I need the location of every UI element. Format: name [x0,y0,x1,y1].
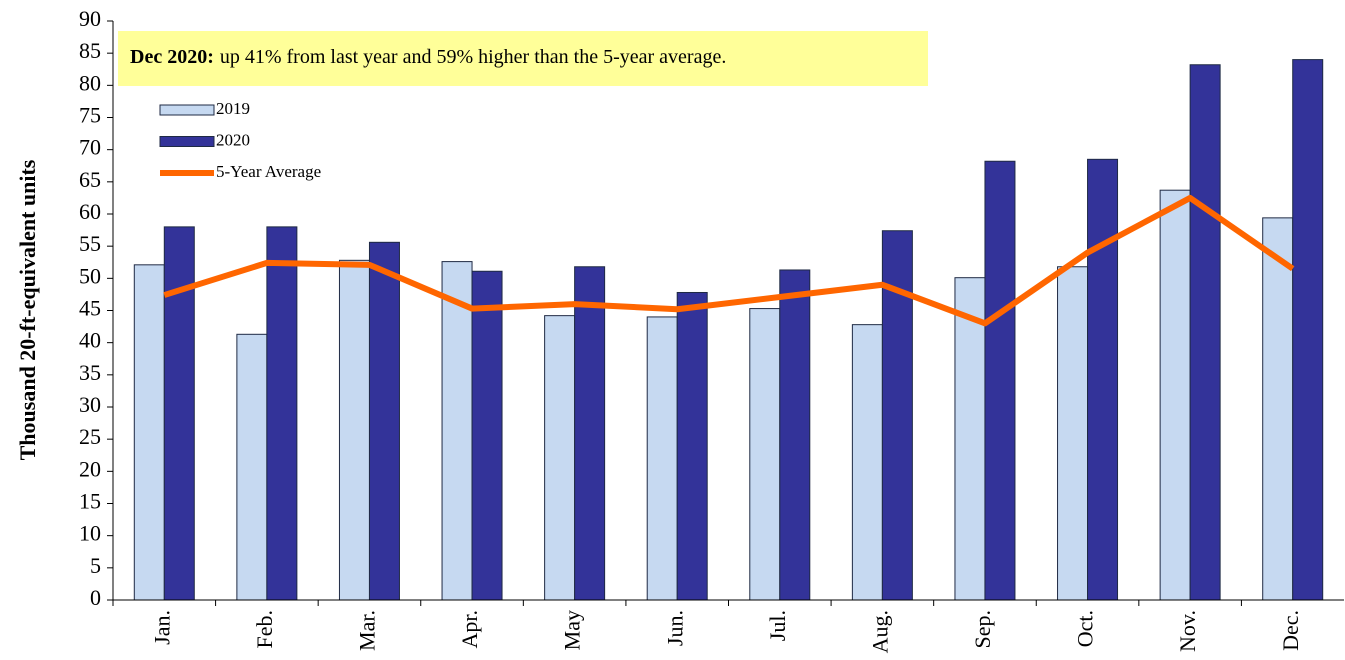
bar [954,277,986,601]
x-tick-label: Jan. [149,610,174,645]
bar [471,270,503,601]
x-tick-label: Sep. [970,610,995,649]
x-tick-label: Jun. [662,610,687,646]
bar [236,333,268,601]
y-tick-label: 15 [79,489,101,514]
annotation-text: up 41% from last year and 59% higher tha… [220,46,726,68]
x-tick-label: Nov. [1175,610,1200,652]
legend-swatch [159,104,215,116]
y-tick-label: 55 [79,231,101,256]
bar [266,226,298,601]
legend-label: 2019 [216,99,250,118]
bar [646,316,678,601]
y-tick-label: 0 [90,585,101,610]
legend-swatch [159,136,215,147]
y-tick-label: 25 [79,424,101,449]
bar [1087,158,1119,601]
y-tick-label: 75 [79,103,101,128]
y-tick-label: 80 [79,70,101,95]
y-tick-label: 35 [79,360,101,385]
bar [574,266,606,601]
y-tick-label: 45 [79,296,101,321]
bar [1292,59,1324,601]
x-tick-label: Feb. [252,610,277,649]
y-tick-label: 30 [79,392,101,417]
bar [441,261,473,601]
annotation-box [118,31,928,86]
y-tick-label: 90 [79,6,101,31]
bar [368,241,400,601]
x-tick-label: Apr. [457,610,482,649]
x-tick-label: May [560,610,585,650]
x-tick-label: Dec. [1278,610,1303,651]
y-tick-label: 60 [79,199,101,224]
x-tick-label: Jul. [765,610,790,641]
y-tick-label: 40 [79,328,101,353]
x-tick-label: Aug. [867,610,892,653]
y-tick-label: 50 [79,263,101,288]
legend-label: 5-Year Average [216,162,321,181]
y-tick-label: 85 [79,38,101,63]
bar [1189,64,1221,601]
y-tick-label: 70 [79,135,101,160]
bar [163,226,195,601]
bar [1057,266,1089,601]
bar [133,264,165,601]
legend-label: 2020 [216,130,250,149]
bar [338,259,370,601]
y-tick-label: 20 [79,456,101,481]
bar [1159,189,1191,601]
y-tick-label: 65 [79,167,101,192]
x-tick-label: Oct. [1073,610,1098,647]
bar [984,160,1016,601]
bar [676,291,708,601]
bar [1262,217,1294,601]
annotation-label: Dec 2020: [130,46,214,68]
bar [544,315,576,601]
line [163,194,1295,327]
annotation: Dec 2020: up 41% from last year and 59% h… [130,46,726,68]
y-axis-label: Thousand 20-ft-equivalent units [15,159,40,460]
bar [851,324,883,601]
y-tick-label: 5 [90,553,101,578]
y-tick-label: 10 [79,521,101,546]
x-tick-label: Mar. [355,610,380,651]
bar [749,308,781,601]
bar [779,269,811,601]
